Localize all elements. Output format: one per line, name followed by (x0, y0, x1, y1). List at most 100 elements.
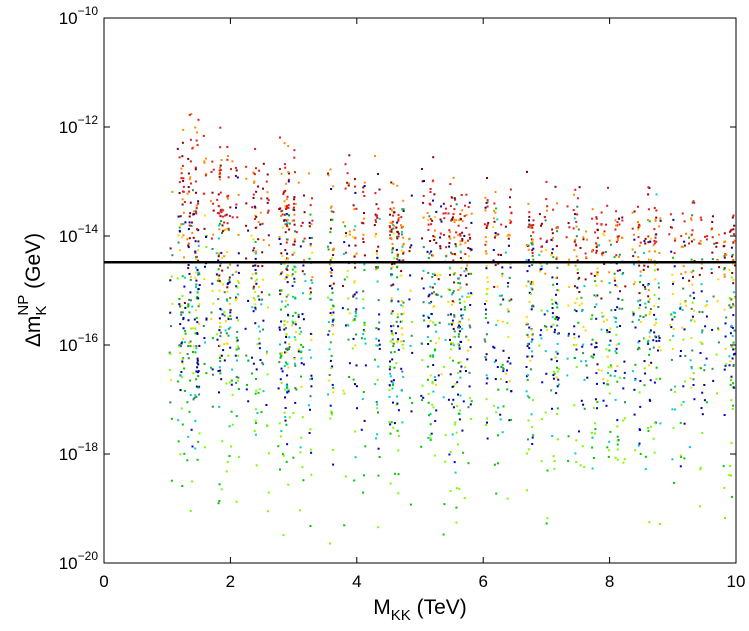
scatter-point (527, 280, 530, 283)
scatter-point (580, 360, 583, 363)
scatter-point (395, 362, 398, 365)
scatter-point (671, 226, 673, 229)
scatter-point (329, 241, 332, 244)
scatter-point (348, 233, 351, 236)
scatter-point (235, 415, 238, 418)
scatter-point (221, 313, 224, 316)
scatter-point (217, 259, 220, 262)
scatter-point (194, 327, 197, 330)
scatter-point (205, 372, 208, 375)
scatter-point (195, 297, 198, 300)
scatter-point (584, 252, 587, 255)
scatter-point (183, 276, 186, 279)
scatter-point (310, 279, 313, 282)
scatter-point (388, 421, 391, 424)
scatter-point (236, 330, 239, 333)
scatter-point (285, 238, 288, 241)
scatter-point (362, 237, 365, 240)
plot-background (104, 18, 736, 563)
scatter-point (286, 252, 289, 255)
scatter-point (217, 370, 220, 372)
scatter-point (391, 341, 394, 344)
scatter-point (303, 259, 306, 262)
scatter-point (528, 219, 530, 222)
scatter-point (354, 191, 357, 194)
scatter-point (348, 154, 351, 157)
scatter-point (300, 362, 303, 365)
scatter-point (307, 404, 310, 407)
scatter-point (171, 254, 174, 257)
scatter-point (631, 211, 634, 214)
scatter-point (509, 266, 512, 269)
scatter-point (255, 464, 258, 467)
scatter-point (402, 210, 405, 212)
scatter-point (198, 322, 201, 325)
scatter-point (308, 432, 311, 434)
scatter-point (210, 311, 213, 314)
scatter-point (229, 346, 232, 349)
scatter-point (566, 205, 569, 208)
scatter-point (551, 248, 554, 251)
scatter-point (294, 171, 296, 174)
scatter-point (600, 211, 603, 214)
scatter-point (231, 216, 234, 219)
scatter-point (701, 431, 704, 434)
scatter-point (452, 259, 455, 262)
scatter-point (450, 323, 453, 326)
scatter-point (705, 401, 708, 404)
scatter-point (347, 338, 350, 341)
scatter-point (448, 245, 451, 248)
scatter-point (459, 394, 462, 397)
scatter-point (180, 167, 183, 170)
scatter-point (362, 290, 365, 293)
scatter-point (376, 344, 379, 347)
scatter-point (728, 364, 731, 367)
scatter-point (234, 354, 237, 357)
scatter-point (283, 200, 286, 203)
scatter-point (246, 383, 248, 386)
scatter-point (469, 304, 472, 306)
scatter-point (194, 180, 197, 183)
scatter-point (177, 440, 180, 443)
scatter-point (183, 302, 186, 304)
scatter-point (434, 379, 437, 382)
scatter-point (732, 303, 735, 306)
scatter-point (391, 332, 394, 335)
scatter-point (730, 474, 733, 477)
scatter-point (343, 241, 346, 244)
scatter-point (528, 291, 531, 294)
scatter-point (389, 482, 392, 485)
scatter-point (183, 367, 186, 370)
scatter-point (654, 335, 657, 338)
scatter-point (595, 251, 598, 254)
scatter-point (310, 236, 313, 239)
scatter-point (557, 316, 560, 319)
scatter-point (376, 217, 379, 219)
scatter-point (181, 341, 184, 344)
scatter-point (363, 269, 366, 272)
scatter-point (355, 364, 358, 367)
scatter-point (545, 249, 548, 252)
scatter-point (191, 221, 193, 224)
scatter-point (218, 175, 221, 178)
scatter-point (194, 166, 197, 169)
scatter-point (283, 142, 286, 145)
scatter-point (693, 238, 696, 241)
scatter-point (286, 281, 289, 284)
scatter-point (658, 286, 660, 289)
scatter-point (689, 359, 692, 362)
scatter-point (690, 366, 693, 369)
scatter-point (494, 191, 497, 193)
scatter-point (596, 272, 599, 275)
scatter-point (710, 268, 713, 271)
scatter-point (643, 360, 646, 363)
scatter-point (435, 409, 438, 412)
scatter-point (360, 337, 363, 340)
scatter-point (530, 242, 533, 245)
scatter-point (170, 325, 172, 328)
scatter-point (285, 351, 288, 354)
scatter-point (183, 201, 186, 203)
scatter-point (618, 223, 621, 226)
scatter-point (331, 383, 334, 386)
scatter-point (531, 249, 534, 252)
